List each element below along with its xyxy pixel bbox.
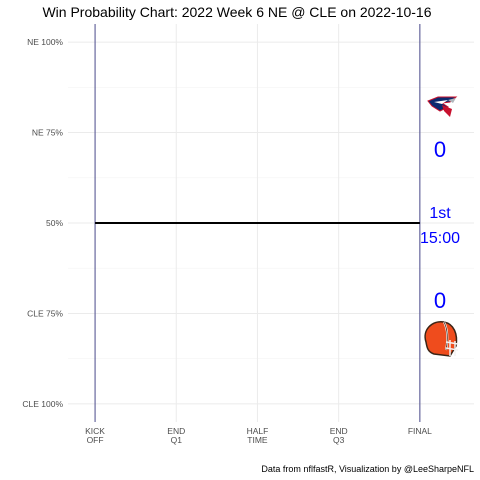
x-tick-label: END (167, 426, 185, 436)
y-tick-label: NE 100% (27, 37, 63, 47)
x-tick-label-line2: OFF (87, 435, 104, 445)
y-tick-label: NE 75% (32, 128, 64, 138)
x-tick-label: KICK (85, 426, 105, 436)
chart-caption: Data from nflfastR, Visualization by @Le… (261, 464, 474, 474)
y-axis: NE 100% NE 75% 50% CLE 75% CLE 100% (22, 37, 63, 409)
x-tick-label: HALF (247, 426, 269, 436)
patriots-logo-icon (427, 96, 458, 117)
chart-title: Win Probability Chart: 2022 Week 6 NE @ … (42, 4, 431, 20)
x-tick-label-line2: TIME (247, 435, 268, 445)
browns-helmet-icon (424, 321, 459, 357)
x-tick-label: FINAL (408, 426, 432, 436)
x-tick-label: END (330, 426, 348, 436)
y-tick-label: CLE 75% (27, 308, 63, 318)
y-tick-label: 50% (46, 218, 63, 228)
y-tick-label: CLE 100% (22, 399, 63, 409)
home-score: 0 (434, 288, 446, 313)
x-tick-label-line2: Q3 (333, 435, 345, 445)
game-clock: 15:00 (420, 230, 460, 247)
quarter-label: 1st (429, 205, 451, 222)
away-score: 0 (434, 137, 446, 162)
x-tick-label-line2: Q1 (171, 435, 183, 445)
